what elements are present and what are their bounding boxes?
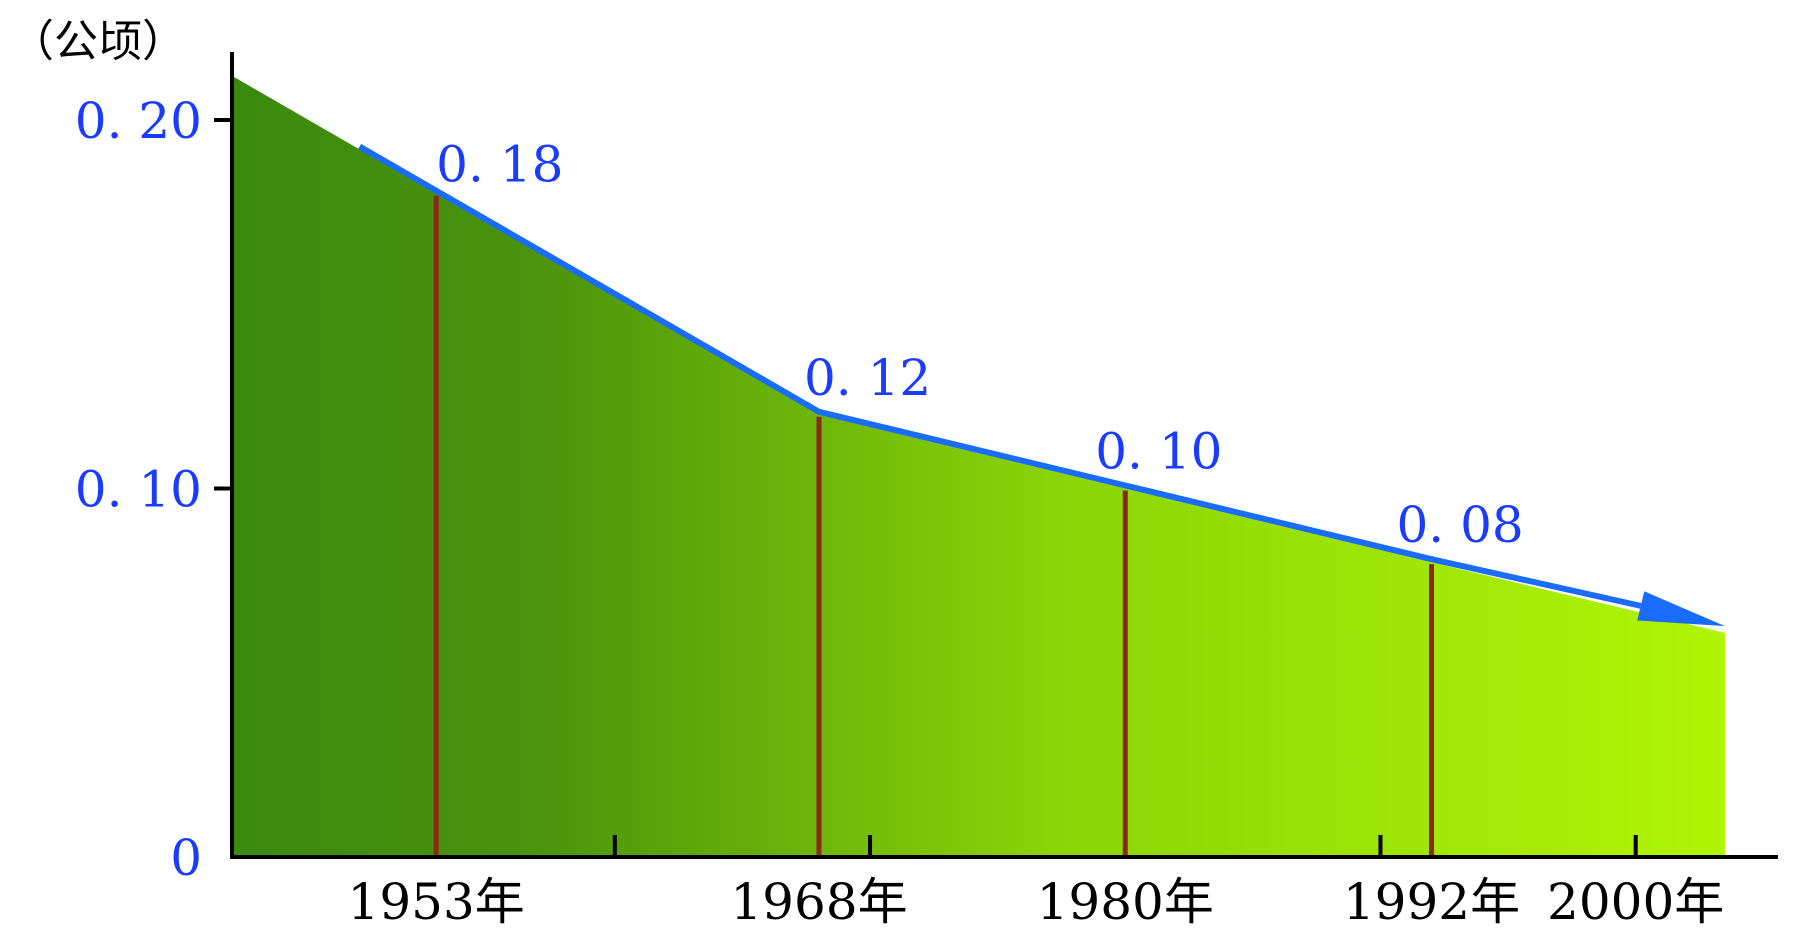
area-layer [232,75,1725,857]
y-ticks: 0 0. 10 0. 20 [75,92,232,887]
area-fill [232,75,1725,857]
y-tick-label: 0. 10 [75,461,202,519]
data-label-1953: 0. 18 [436,136,563,194]
data-label-1980: 0. 10 [1095,423,1222,481]
trend-arrowhead [1637,591,1725,627]
trend-polyline [358,143,1642,609]
data-label-1992: 0. 08 [1397,496,1524,554]
x-tick-label-2000: 2000年 [1547,873,1724,929]
axes [230,52,1778,859]
data-labels: 0. 18 0. 12 0. 10 0. 08 [436,136,1524,555]
y-tick-label: 0 [170,829,202,887]
y-tick-label: 0. 20 [75,92,202,150]
trend-line [358,143,1725,627]
x-tick-label-1953: 1953年 [348,873,525,929]
y-unit-label: （公顷） [10,16,186,67]
x-tick-label-1992: 1992年 [1343,873,1520,929]
x-tick-label-1980: 1980年 [1037,873,1214,929]
data-label-1968: 0. 12 [804,349,931,407]
x-ticks: 1953年 1968年 1980年 1992年 2000年 [348,835,1724,929]
x-tick-label-1968: 1968年 [730,873,907,929]
drop-lines [433,195,1435,857]
